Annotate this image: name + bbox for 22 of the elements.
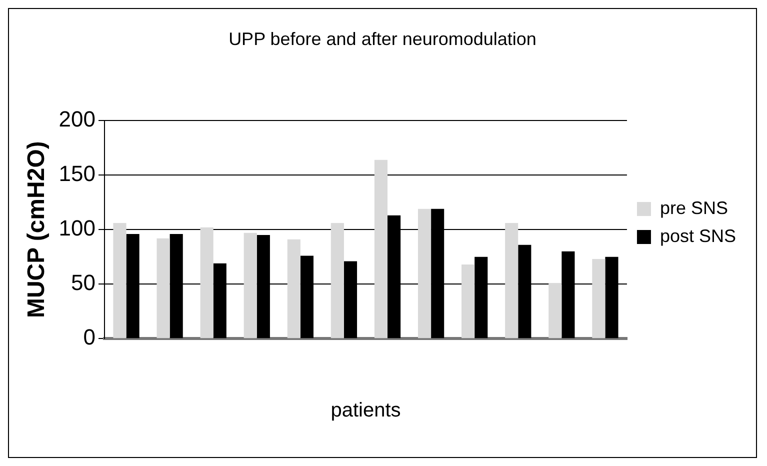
- bar: [592, 259, 606, 338]
- legend-label: post SNS: [660, 226, 736, 246]
- bar: [374, 160, 388, 338]
- y-tick-label: 200: [58, 106, 96, 132]
- y-tick-label: 150: [58, 161, 96, 186]
- bar: [548, 283, 562, 338]
- x-axis-title: patients: [330, 400, 401, 422]
- bar: [156, 238, 170, 338]
- chart-title: UPP before and after neuromodulation: [228, 28, 536, 49]
- bar: [505, 223, 518, 338]
- bar: [287, 239, 300, 338]
- bar: [200, 227, 214, 338]
- bar: [113, 223, 126, 338]
- y-tick-label: 100: [58, 216, 96, 241]
- legend-label: pre SNS: [660, 198, 728, 218]
- bar: [330, 223, 344, 338]
- bar: [244, 232, 257, 338]
- y-tick-label: 50: [71, 270, 96, 296]
- bar: [462, 264, 475, 338]
- y-tick-label: 0: [83, 324, 96, 350]
- bar: [418, 208, 432, 338]
- y-axis-title: MUCP (cmH2O): [23, 141, 50, 318]
